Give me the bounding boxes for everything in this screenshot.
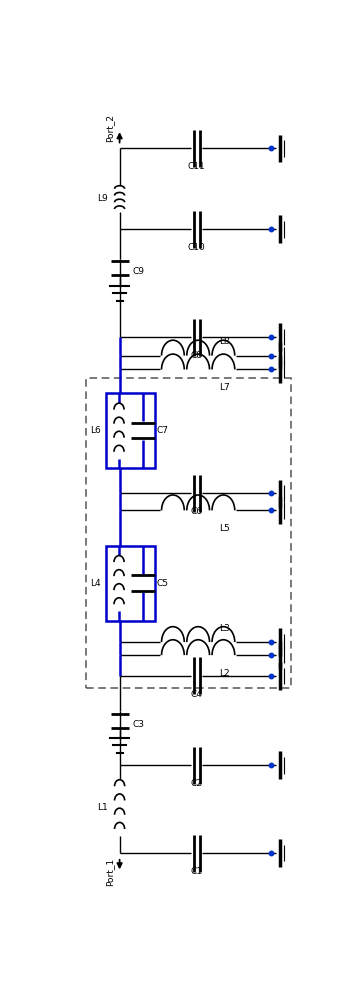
Text: L1: L1 — [98, 803, 108, 812]
Text: L6: L6 — [90, 426, 101, 435]
Text: C7: C7 — [156, 426, 168, 435]
Text: C6: C6 — [191, 507, 203, 516]
Text: C2: C2 — [191, 779, 203, 788]
Text: Port_2: Port_2 — [106, 114, 114, 142]
Text: C1: C1 — [191, 867, 203, 876]
Text: L5: L5 — [219, 524, 230, 533]
Text: C8: C8 — [191, 351, 203, 360]
Text: L9: L9 — [98, 194, 108, 203]
Text: Port_1: Port_1 — [106, 858, 114, 886]
Text: C9: C9 — [132, 267, 144, 276]
Text: C3: C3 — [132, 720, 144, 729]
Text: C5: C5 — [156, 579, 168, 588]
Text: C4: C4 — [191, 690, 203, 699]
Text: L2: L2 — [219, 669, 230, 678]
Text: L4: L4 — [90, 579, 101, 588]
Text: L7: L7 — [219, 383, 230, 392]
Text: L3: L3 — [219, 624, 230, 633]
Text: C11: C11 — [188, 162, 206, 171]
Text: C10: C10 — [188, 243, 206, 252]
Text: L8: L8 — [219, 337, 230, 346]
